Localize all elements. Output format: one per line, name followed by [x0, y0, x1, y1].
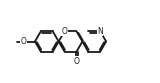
Text: O: O: [21, 37, 27, 46]
Text: O: O: [62, 27, 68, 36]
Text: O: O: [73, 57, 79, 66]
Text: N: N: [97, 27, 103, 36]
